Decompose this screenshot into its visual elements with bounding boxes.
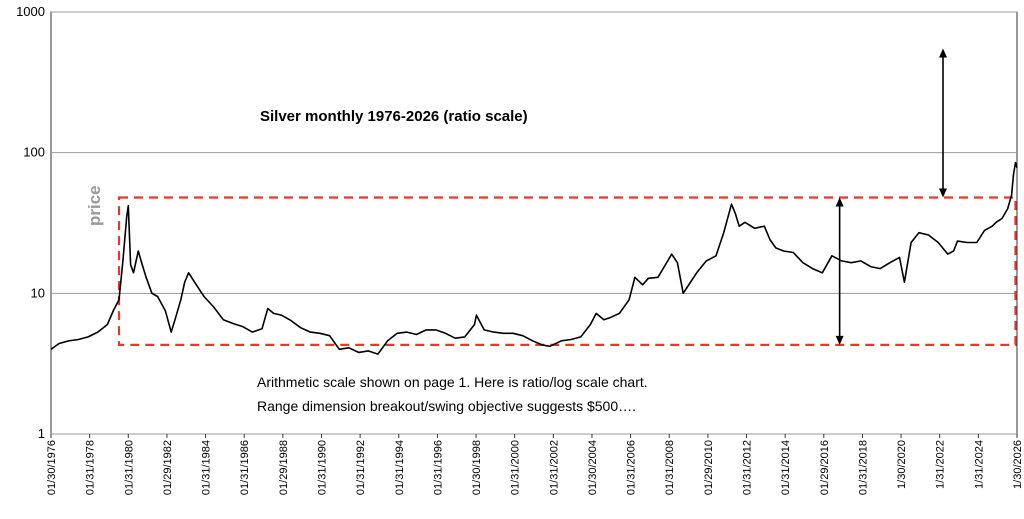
x-tick-label: 1/30/2020 bbox=[896, 440, 908, 489]
x-tick-label: 1/31/2022 bbox=[935, 440, 947, 489]
x-axis-ticks: 01/30/1976 01/31/1978 01/31/1980 01/29/1982… bbox=[46, 434, 1024, 495]
gridlines bbox=[51, 11, 1017, 435]
x-tick-label: 01/29/2016 bbox=[819, 440, 831, 495]
range-box bbox=[117, 196, 1017, 346]
y-tick-label: 1 bbox=[38, 426, 45, 441]
x-tick-label: 01/30/2004 bbox=[587, 440, 599, 495]
x-tick-label: 01/31/1996 bbox=[432, 440, 444, 495]
annotation-line-1: Arithmetic scale shown on page 1. Here i… bbox=[257, 374, 648, 390]
x-tick-label: 01/29/1982 bbox=[162, 440, 174, 495]
x-tick-label: 01/31/1994 bbox=[394, 440, 406, 495]
x-tick-label: 01/31/1992 bbox=[355, 440, 367, 495]
x-tick-label: 01/31/2008 bbox=[664, 440, 676, 495]
x-tick-label: 1/30/2026 bbox=[1012, 440, 1024, 489]
x-tick-label: 01/31/2006 bbox=[626, 440, 638, 495]
double-arrow-1 bbox=[835, 197, 844, 345]
y-axis-ticks: 1 10 100 1000 bbox=[16, 4, 45, 441]
y-axis-label: price bbox=[85, 185, 104, 226]
annotation-line-2: Range dimension breakout/swing objective… bbox=[257, 398, 636, 414]
y-tick-label: 10 bbox=[31, 285, 45, 300]
x-tick-label: 01/31/2002 bbox=[548, 440, 560, 495]
x-tick-label: 01/31/1990 bbox=[316, 440, 328, 495]
arrowhead-up bbox=[835, 197, 844, 207]
arrowhead-up bbox=[939, 48, 948, 58]
chart-title: Silver monthly 1976-2026 (ratio scale) bbox=[260, 108, 528, 125]
x-tick-label: 01/30/1976 bbox=[46, 440, 58, 495]
x-tick-label: 01/31/2000 bbox=[510, 440, 522, 495]
x-tick-label: 01/31/2012 bbox=[742, 440, 754, 495]
double-arrow-2 bbox=[939, 48, 948, 198]
series-line-0 bbox=[50, 161, 1018, 355]
y-tick-label: 1000 bbox=[16, 4, 45, 19]
plot-area bbox=[50, 11, 1018, 435]
arrows-layer bbox=[835, 48, 948, 345]
x-tick-label: 01/31/1980 bbox=[123, 440, 135, 495]
x-tick-label: 01/31/1986 bbox=[239, 440, 251, 495]
x-tick-label: 01/29/1988 bbox=[278, 440, 290, 495]
y-tick-label: 100 bbox=[23, 145, 45, 160]
x-tick-label: 01/31/1984 bbox=[201, 440, 213, 495]
x-tick-label: 01/29/2010 bbox=[703, 440, 715, 495]
x-tick-label: 01/31/1978 bbox=[85, 440, 97, 495]
range-rectangle bbox=[117, 196, 1017, 346]
arrowhead-down bbox=[835, 335, 844, 345]
series-layer bbox=[50, 161, 1018, 355]
x-tick-label: 01/31/2014 bbox=[780, 440, 792, 495]
arrowhead-down bbox=[939, 188, 948, 198]
x-tick-label: 01/31/2018 bbox=[857, 440, 869, 495]
x-tick-label: 01/30/1998 bbox=[471, 440, 483, 495]
x-tick-label: 1/31/2024 bbox=[973, 440, 985, 489]
